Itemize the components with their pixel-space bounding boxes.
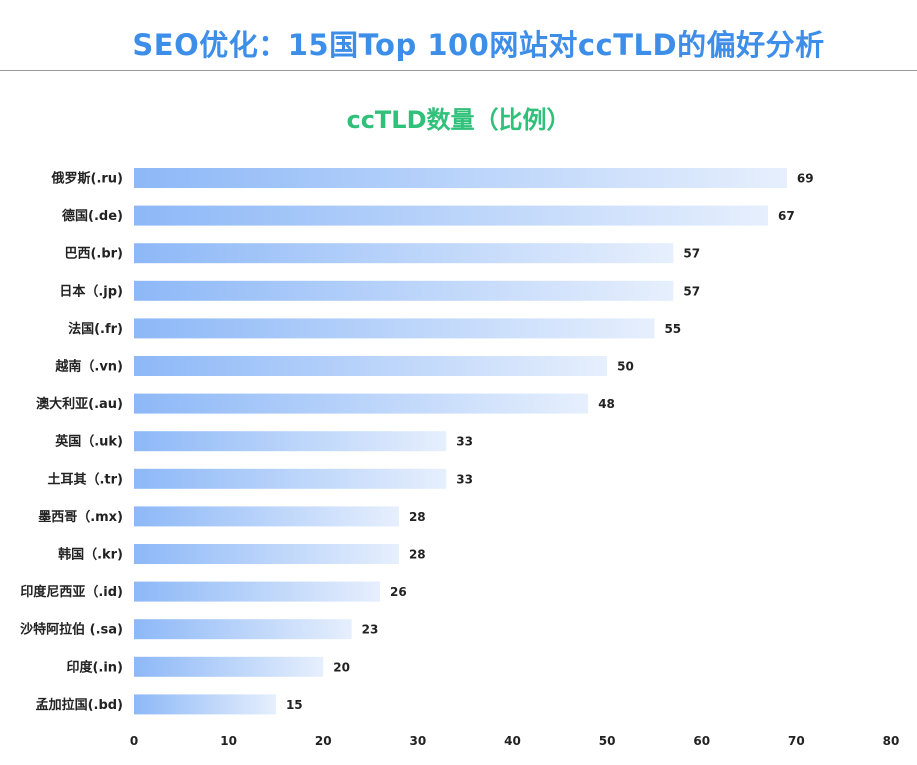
bar	[134, 506, 399, 527]
category-label: 英国（.uk)	[54, 434, 123, 450]
title-divider	[0, 70, 917, 71]
data-label: 67	[778, 209, 795, 223]
bar	[134, 280, 674, 301]
category-label: 孟加拉国(.bd)	[36, 697, 123, 713]
data-label: 28	[409, 510, 426, 524]
bar	[134, 694, 276, 715]
data-label: 57	[683, 284, 700, 298]
data-label: 26	[390, 585, 407, 599]
x-tick-label: 20	[315, 734, 332, 748]
x-tick-label: 40	[504, 734, 521, 748]
bar	[134, 205, 768, 226]
category-label: 墨西哥（.mx)	[38, 509, 123, 525]
chart-title: ccTLD数量（比例）	[346, 106, 571, 134]
x-tick-label: 10	[220, 734, 237, 748]
data-label: 20	[333, 660, 350, 674]
page-title: SEO优化：15国Top 100网站对ccTLD的偏好分析	[132, 28, 825, 62]
bar	[134, 544, 399, 564]
bar	[134, 468, 447, 489]
x-tick-label: 70	[788, 734, 805, 748]
bar	[134, 168, 787, 188]
category-label: 沙特阿拉伯 (.sa)	[20, 622, 123, 638]
data-label: 28	[409, 548, 426, 562]
category-label: 澳大利亚(.au)	[36, 396, 123, 412]
bar	[134, 393, 589, 414]
category-label: 巴西(.br)	[64, 247, 123, 262]
category-label: 俄罗斯(.ru)	[51, 171, 124, 187]
data-label: 33	[456, 435, 473, 449]
data-label: 50	[617, 360, 634, 374]
category-label: 日本（.jp)	[59, 283, 123, 299]
bar	[134, 656, 324, 677]
x-tick-label: 30	[410, 734, 427, 748]
x-tick-label: 50	[599, 734, 616, 748]
category-label: 印度尼西亚（.id)	[20, 584, 123, 600]
category-label: 土耳其（.tr)	[47, 471, 123, 487]
x-tick-label: 80	[883, 734, 900, 748]
category-label: 法国(.fr)	[68, 321, 123, 337]
data-label: 33	[456, 472, 473, 486]
bar	[134, 581, 381, 602]
data-label: 57	[683, 247, 700, 261]
category-label: 德国(.de)	[62, 208, 123, 224]
category-label: 韩国（.kr)	[58, 547, 123, 563]
bar	[134, 431, 447, 452]
bar	[134, 243, 674, 264]
bar	[134, 318, 655, 339]
x-tick-label: 0	[130, 734, 138, 748]
data-label: 15	[286, 698, 303, 712]
data-label: 23	[362, 623, 379, 637]
bar	[134, 619, 352, 640]
bar	[134, 356, 608, 376]
data-label: 48	[598, 397, 615, 411]
data-label: 69	[797, 172, 814, 186]
category-label: 越南（.vn)	[54, 359, 123, 375]
category-label: 印度(.in)	[66, 659, 123, 675]
data-label: 55	[664, 322, 681, 336]
x-tick-label: 60	[693, 734, 710, 748]
